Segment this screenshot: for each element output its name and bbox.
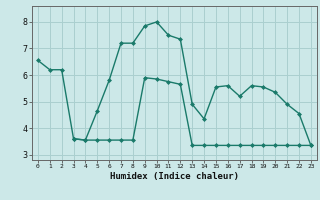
X-axis label: Humidex (Indice chaleur): Humidex (Indice chaleur) [110,172,239,181]
